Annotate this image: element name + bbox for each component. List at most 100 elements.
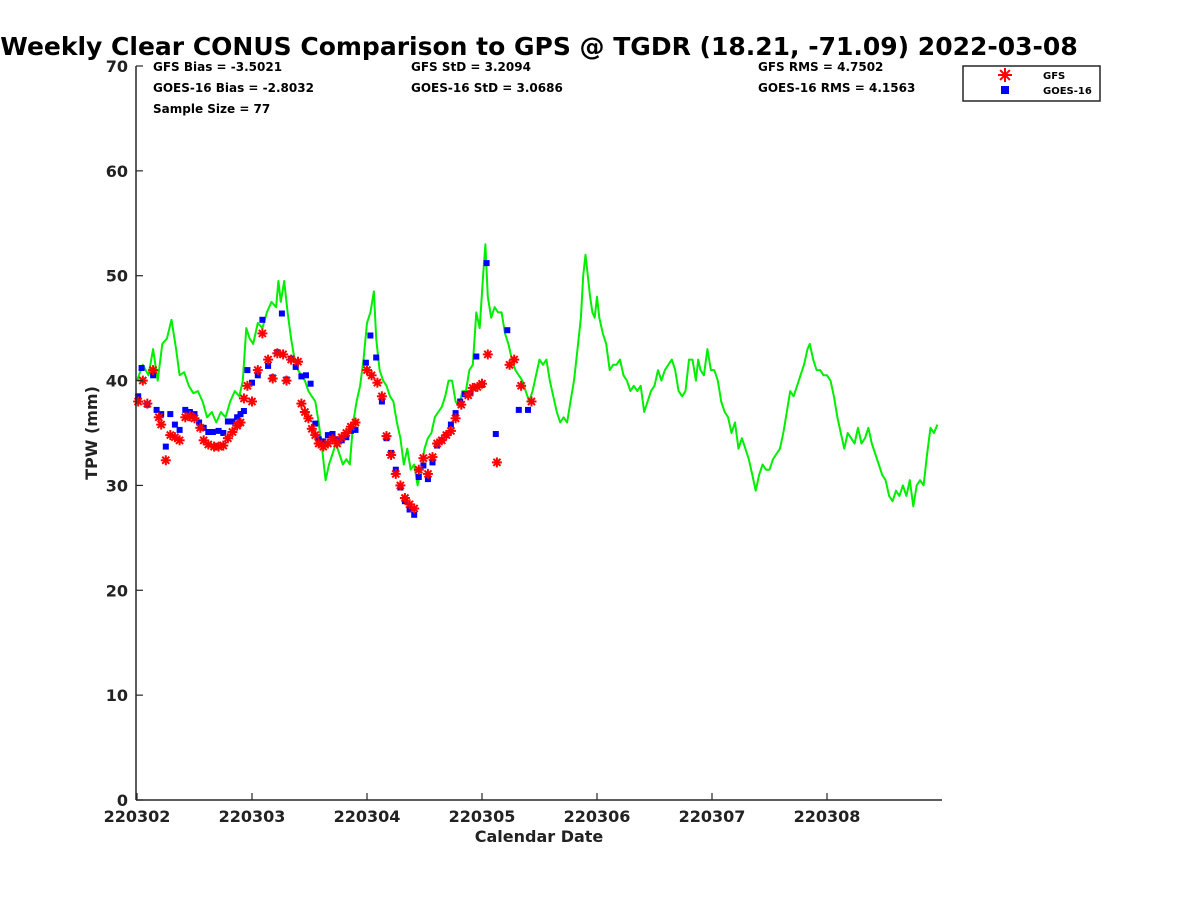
y-tick-label: 30 <box>106 476 128 495</box>
stat-goes-bias: GOES-16 Bias = -2.8032 <box>153 81 314 95</box>
goes-point <box>215 427 222 434</box>
gfs-point <box>477 378 487 389</box>
y-tick-label: 50 <box>106 267 128 286</box>
gfs-point <box>160 455 171 466</box>
goes-point <box>415 474 422 480</box>
goes-point <box>220 430 227 436</box>
gfs-point <box>148 365 159 376</box>
goes-point <box>205 429 212 435</box>
gfs-point <box>463 390 474 401</box>
x-tick-label: 220302 <box>104 807 171 826</box>
goes-point <box>483 260 490 267</box>
gfs-point <box>491 457 502 468</box>
goes-point <box>362 359 369 366</box>
goes-point <box>429 459 436 466</box>
gfs-point <box>263 354 274 365</box>
gfs-point <box>450 413 461 424</box>
stat-goes-rms: GOES-16 RMS = 4.1563 <box>758 81 915 95</box>
legend-goes-marker <box>1001 86 1009 94</box>
gfs-point <box>390 468 401 479</box>
goes-point <box>244 367 251 374</box>
goes-point <box>259 316 266 323</box>
legend-gfs-asterisk <box>998 68 1012 82</box>
goes-point <box>265 362 272 369</box>
gfs-point <box>310 430 321 441</box>
gfs-point <box>516 380 527 391</box>
plot-area <box>133 243 939 518</box>
goes-point <box>378 398 385 405</box>
goes-point <box>461 391 468 398</box>
goes-point <box>367 332 374 339</box>
gfs-point <box>247 396 257 407</box>
gfs-point <box>293 356 303 367</box>
legend-box <box>962 65 1101 102</box>
goes-point <box>135 393 142 400</box>
goes-point <box>352 426 359 433</box>
goes-point <box>452 410 459 417</box>
goes-point <box>324 432 331 439</box>
gfs-point <box>341 428 352 438</box>
legend-goes-label: GOES-16 <box>1043 86 1092 97</box>
gfs-point <box>427 452 438 463</box>
y-tick-label: 70 <box>106 57 128 76</box>
stat-gfs-std: GFS StD = 3.2094 <box>411 60 531 74</box>
gfs-point <box>482 349 493 360</box>
gfs-point <box>235 417 246 428</box>
goes-point <box>515 406 522 413</box>
goes-point <box>171 421 178 428</box>
gfs-point <box>456 399 467 410</box>
legend-gfs-label: GFS <box>1043 71 1065 82</box>
gfs-point <box>238 393 249 404</box>
goes-point <box>196 419 203 426</box>
goes-point <box>303 372 309 379</box>
gfs-point <box>153 412 164 423</box>
gfs-point <box>174 435 185 446</box>
gfs-point <box>222 433 233 444</box>
y-tick-label: 0 <box>117 791 128 810</box>
goes-point <box>138 365 145 371</box>
gfs-point <box>142 398 153 409</box>
x-tick-label: 220308 <box>794 807 861 826</box>
gfs-point <box>203 439 214 450</box>
goes-point <box>176 426 183 433</box>
goes-point <box>473 353 480 360</box>
gfs-point <box>218 440 229 451</box>
gfs-point <box>376 391 387 402</box>
legend-gfs-marker <box>998 68 1012 82</box>
goes-point <box>492 431 499 437</box>
gps-line <box>136 243 939 508</box>
goes-point <box>424 476 431 483</box>
y-tick-label: 60 <box>106 162 128 181</box>
gfs-point <box>526 396 537 407</box>
goes-point <box>237 411 244 418</box>
gfs-point <box>381 431 392 442</box>
goes-point <box>525 406 531 413</box>
gfs-point <box>296 398 307 409</box>
goes-point <box>254 372 261 379</box>
stat-goes-std: GOES-16 StD = 3.0686 <box>411 81 563 95</box>
goes-point <box>420 462 427 469</box>
y-tick-label: 40 <box>106 372 128 391</box>
gfs-point <box>422 468 433 479</box>
y-tick-label: 10 <box>106 686 128 705</box>
goes-point <box>162 443 169 450</box>
goes-point <box>447 421 454 428</box>
gfs-point <box>303 413 314 424</box>
goes-point <box>329 431 336 437</box>
gfs-point <box>366 370 377 381</box>
goes-point <box>249 379 255 386</box>
gfs-point <box>252 365 263 376</box>
goes-point <box>234 414 241 421</box>
gfs-point <box>509 354 520 365</box>
gfs-point <box>409 503 420 514</box>
gfs-point <box>257 328 268 339</box>
goes-point <box>229 418 236 425</box>
goes-point <box>182 406 189 413</box>
goes-point <box>240 408 247 414</box>
gfs-point <box>386 450 397 460</box>
gfs-point <box>133 396 144 407</box>
axis-ticks: 0 10 20 30 40 50 60 70 220302 220303 220304 220305 2… <box>104 57 861 826</box>
goes-point <box>411 511 418 518</box>
y-axis-label: TPW (mm) <box>82 386 101 480</box>
gfs-point <box>278 349 289 360</box>
